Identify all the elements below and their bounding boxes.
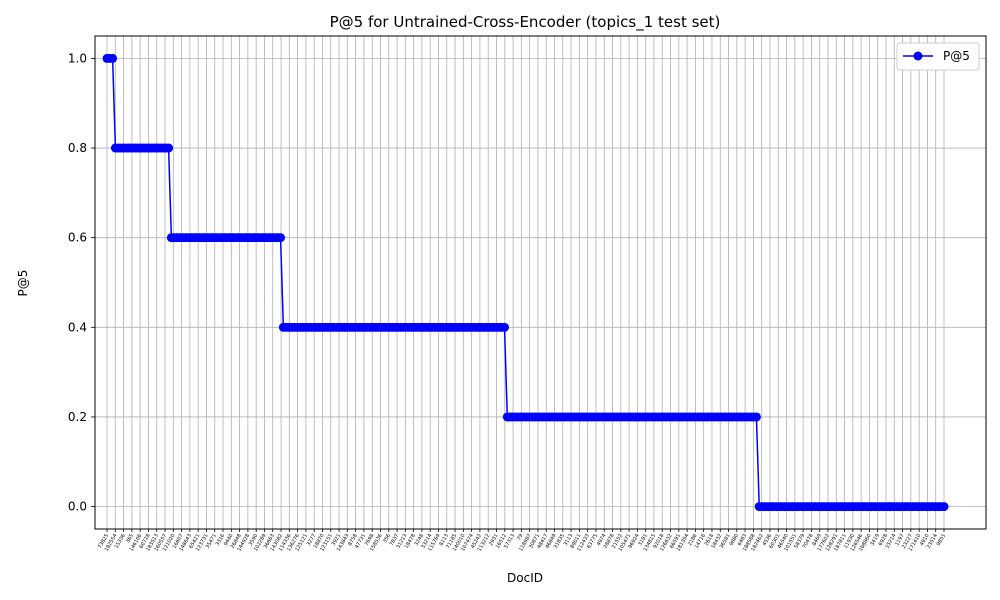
horizontal-gridlines [95, 58, 986, 507]
y-tick-label: 0.2 [68, 410, 87, 424]
data-point [108, 53, 118, 63]
y-tick-label: 0.0 [68, 500, 87, 514]
x-tick-label: 9851 [936, 533, 948, 547]
y-axis-label: P@5 [16, 270, 30, 297]
vertical-gridlines [106, 36, 945, 529]
x-tick-label: 8469 [811, 533, 823, 547]
legend: P@5 [896, 42, 980, 71]
x-tick-label: 3277 [306, 533, 318, 547]
legend-marker [913, 51, 923, 61]
x-tick-label: 3181 [637, 533, 649, 547]
x-tick-label: 365 [125, 533, 135, 544]
x-tick-label: 3316 [215, 533, 227, 547]
plot-frame [94, 35, 987, 530]
x-tick-label: 3921 [331, 533, 343, 547]
x-tick-label: 6928 [878, 533, 890, 547]
x-tick-label: 3248 [414, 533, 426, 547]
x-tick-label: 2618 [704, 533, 716, 547]
x-tick-label: 3419 [869, 533, 881, 547]
data-point [276, 233, 286, 243]
x-tick-label: 356 [382, 533, 392, 544]
legend-box [896, 42, 980, 71]
x-tick-label: 1197 [894, 533, 906, 547]
data-point [164, 143, 174, 153]
x-tick-label: 8113 [438, 533, 450, 547]
x-tick-label: 8758 [347, 533, 359, 547]
x-tick-label: 79 [516, 533, 524, 542]
x-tick-label: 3113 [563, 533, 575, 547]
x-tick-label: 2931 [488, 533, 500, 547]
y-tick-label: 0.6 [68, 231, 87, 245]
x-tick-label: 7837 [389, 533, 401, 547]
legend-label: P@5 [943, 49, 970, 63]
data-point [751, 412, 761, 422]
y-tick-label: 0.8 [68, 141, 87, 155]
series-line [107, 57, 944, 508]
x-tick-label: 9880 [728, 533, 740, 547]
x-tick-label: 4536 [762, 533, 774, 547]
data-point [500, 322, 510, 332]
chart-title: P@5 for Untrained-Cross-Encoder (topics_… [330, 13, 721, 32]
x-axis-label: DocID [507, 571, 543, 585]
x-tick-label: 4910 [919, 533, 931, 547]
x-tick-label: 3590 [248, 533, 260, 547]
x-tick-label: 4974 [596, 533, 608, 547]
x-tick-label: 2186 [687, 533, 699, 547]
x-tick-label: 6483 [737, 533, 749, 547]
series-p-at-5 [102, 53, 949, 512]
y-axis-ticks: 0.0 0.2 0.4 0.6 0.8 1.0 [68, 51, 95, 514]
y-tick-label: 0.4 [68, 320, 87, 334]
x-tick-label: 9440 [223, 533, 235, 547]
x-axis-ticks: 7382518255415336365146106607281835131605… [97, 529, 947, 553]
x-tick-label: 7698 [364, 533, 376, 547]
data-point [939, 502, 949, 512]
y-tick-label: 1.0 [68, 51, 87, 65]
